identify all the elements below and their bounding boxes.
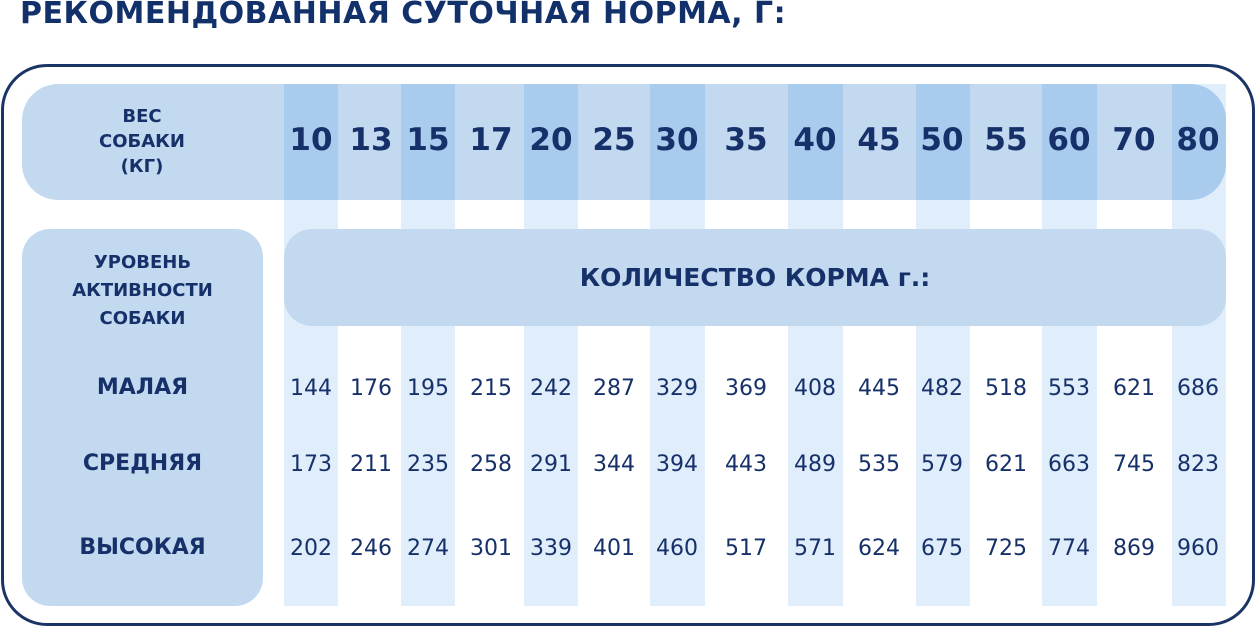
amount-cell: 445 [858, 376, 900, 401]
amount-cell: 144 [290, 376, 332, 401]
amount-cell: 745 [1113, 452, 1155, 477]
weight-value: 40 [793, 122, 837, 158]
weight-label: ВЕС СОБАКИ (КГ) [22, 104, 262, 179]
amount-cell: 287 [593, 376, 635, 401]
activity-column: УРОВЕНЬ АКТИВНОСТИ СОБАКИ МАЛАЯ СРЕДНЯЯ … [22, 229, 263, 606]
header-column-stripe [650, 84, 705, 200]
table-frame [1, 64, 1255, 626]
page-title: РЕКОМЕНДОВАННАЯ СУТОЧНАЯ НОРМА, Г: [20, 0, 787, 31]
header-column-stripe [524, 84, 578, 200]
amount-cell: 535 [858, 452, 900, 477]
amount-cell: 553 [1048, 376, 1090, 401]
weight-header-band: ВЕС СОБАКИ (КГ) 10 13 15 17 20 25 30 35 40 45 50 55… [22, 84, 1226, 200]
amount-cell: 489 [794, 452, 836, 477]
amount-cell: 621 [1113, 376, 1155, 401]
amount-cell: 291 [530, 452, 572, 477]
weight-value: 80 [1176, 122, 1220, 158]
amount-cell: 195 [407, 376, 449, 401]
amount-cell: 394 [656, 452, 698, 477]
amount-cell: 443 [725, 452, 767, 477]
weight-value: 70 [1112, 122, 1156, 158]
amount-cell: 246 [350, 536, 392, 561]
weight-value: 55 [984, 122, 1028, 158]
amount-cell: 869 [1113, 536, 1155, 561]
amount-cell: 960 [1177, 536, 1219, 561]
amount-cell: 211 [350, 452, 392, 477]
header-column-stripe [284, 84, 338, 200]
weight-value: 20 [529, 122, 573, 158]
activity-label-line: СОБАКИ [99, 308, 186, 329]
amount-cell: 579 [921, 452, 963, 477]
header-column-stripe [1042, 84, 1097, 200]
weight-value: 60 [1047, 122, 1091, 158]
amount-cell: 624 [858, 536, 900, 561]
amount-cell: 274 [407, 536, 449, 561]
weight-label-line: (КГ) [120, 156, 164, 177]
activity-label-line: АКТИВНОСТИ [72, 280, 213, 301]
amount-cell: 401 [593, 536, 635, 561]
amount-cell: 176 [350, 376, 392, 401]
activity-label-line: УРОВЕНЬ [93, 252, 192, 273]
level-low: МАЛАЯ [96, 375, 189, 400]
amount-cell: 517 [725, 536, 767, 561]
weight-value: 17 [469, 122, 513, 158]
amount-cell: 215 [470, 376, 512, 401]
amount-cell: 408 [794, 376, 836, 401]
header-column-stripe [1172, 84, 1226, 200]
amount-cell: 621 [985, 452, 1027, 477]
amount-cell: 235 [407, 452, 449, 477]
weight-value: 50 [920, 122, 964, 158]
amount-cell: 173 [290, 452, 332, 477]
level-high: ВЫСОКАЯ [79, 535, 206, 560]
weight-label-line: СОБАКИ [99, 131, 185, 152]
weight-value: 15 [406, 122, 450, 158]
amount-cell: 329 [656, 376, 698, 401]
amount-cell: 258 [470, 452, 512, 477]
amount-cell: 774 [1048, 536, 1090, 561]
amount-cell: 675 [921, 536, 963, 561]
amount-cell: 369 [725, 376, 767, 401]
header-column-stripe [916, 84, 970, 200]
weight-value: 10 [289, 122, 333, 158]
weight-value: 13 [349, 122, 393, 158]
amount-cell: 460 [656, 536, 698, 561]
level-medium: СРЕДНЯЯ [82, 451, 203, 476]
weight-value: 30 [655, 122, 699, 158]
amount-cell: 242 [530, 376, 572, 401]
weight-value: 45 [857, 122, 901, 158]
amount-cell: 301 [470, 536, 512, 561]
activity-label: УРОВЕНЬ АКТИВНОСТИ СОБАКИ [22, 249, 263, 333]
amount-cell: 571 [794, 536, 836, 561]
amount-cell: 725 [985, 536, 1027, 561]
weight-value: 35 [724, 122, 768, 158]
weight-value: 25 [592, 122, 636, 158]
header-column-stripe [788, 84, 843, 200]
header-column-stripe [401, 84, 455, 200]
amount-cell: 663 [1048, 452, 1090, 477]
weight-label-line: ВЕС [122, 106, 162, 127]
amount-label: КОЛИЧЕСТВО КОРМА г.: [284, 229, 1226, 326]
amount-cell: 344 [593, 452, 635, 477]
amount-cell: 202 [290, 536, 332, 561]
amount-cell: 686 [1177, 376, 1219, 401]
amount-cell: 339 [530, 536, 572, 561]
amount-cell: 518 [985, 376, 1027, 401]
amount-cell: 482 [921, 376, 963, 401]
amount-cell: 823 [1177, 452, 1219, 477]
